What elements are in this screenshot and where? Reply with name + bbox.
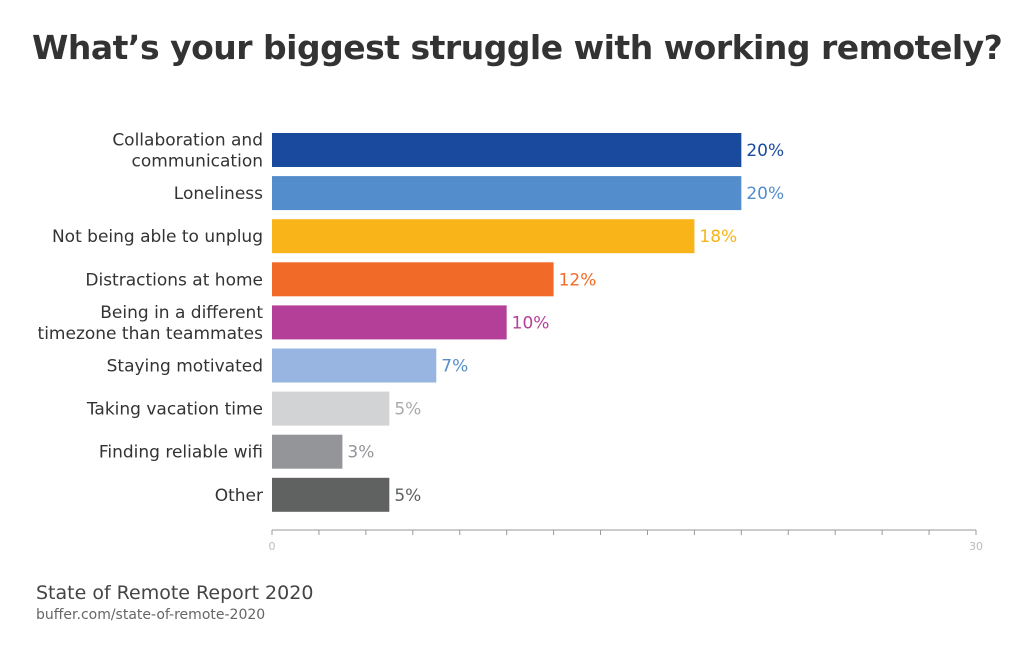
data-label: 18%: [699, 227, 737, 247]
category-label: Finding reliable wifi: [99, 443, 263, 463]
data-label: 7%: [441, 357, 468, 377]
data-label: 3%: [347, 443, 374, 463]
x-tick-label: 30: [969, 540, 983, 553]
category-label: Not being able to unplug: [52, 227, 263, 247]
bar: [272, 133, 742, 167]
data-label: 10%: [512, 313, 550, 333]
bar: [272, 434, 343, 469]
data-label: 20%: [746, 141, 784, 161]
category-label: Loneliness: [174, 184, 263, 204]
category-label: Being in a different: [100, 303, 263, 323]
source-title: State of Remote Report 2020: [36, 582, 314, 604]
data-label: 12%: [559, 270, 597, 290]
bar: [272, 219, 695, 254]
data-label: 5%: [394, 400, 421, 420]
bar: [272, 477, 390, 512]
category-label: Staying motivated: [107, 357, 263, 377]
x-tick-label: 0: [269, 540, 276, 553]
category-label: timezone than teammates: [38, 324, 264, 344]
category-label: Taking vacation time: [86, 400, 263, 420]
bar: [272, 262, 554, 297]
data-label: 5%: [394, 486, 421, 506]
category-label: Other: [215, 486, 263, 506]
chart-title: What’s your biggest struggle with workin…: [32, 28, 1003, 67]
category-label: communication: [132, 152, 263, 172]
bar: [272, 305, 507, 340]
category-label: Distractions at home: [85, 270, 263, 290]
bar: [272, 348, 437, 383]
data-label: 20%: [746, 184, 784, 204]
category-label: Collaboration and: [112, 131, 263, 151]
source-url: buffer.com/state-of-remote-2020: [36, 607, 266, 623]
bar: [272, 391, 390, 426]
bar: [272, 176, 742, 211]
